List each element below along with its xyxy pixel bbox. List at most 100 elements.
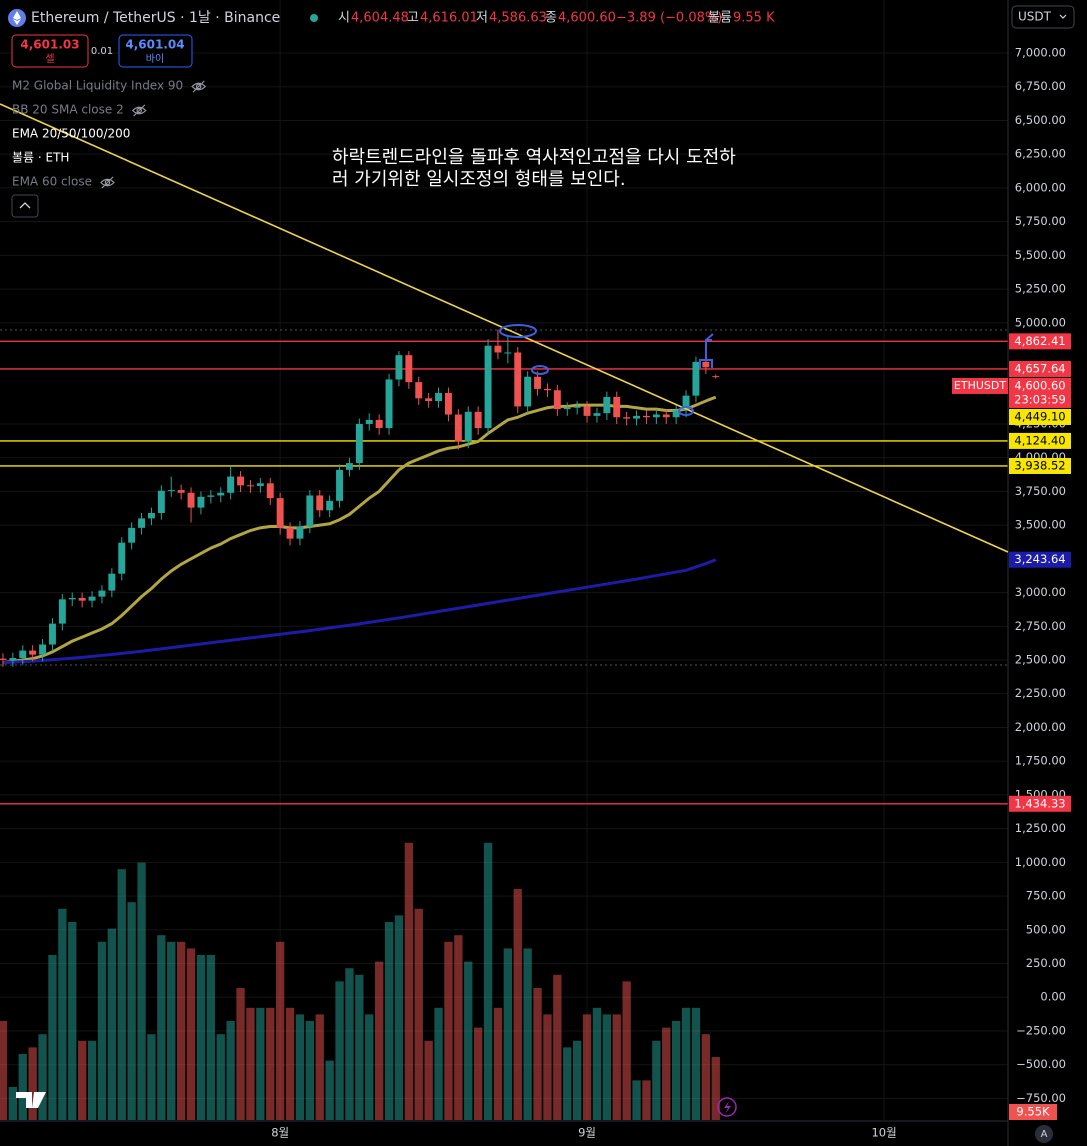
volume-bar: [691, 1007, 701, 1120]
candle-body: [78, 597, 86, 601]
buy-button[interactable]: [118, 34, 193, 68]
price-label-box: [1009, 408, 1071, 425]
candle-body: [702, 361, 710, 368]
candle-body: [187, 492, 195, 508]
y-tick-label: −250.00: [1016, 1023, 1066, 1037]
volume-label: 볼륨: [708, 11, 732, 26]
volume-bar: [444, 941, 453, 1120]
indicator-name[interactable]: M2 Global Liquidity Index 90: [12, 79, 183, 93]
dropdown-caret: [1059, 14, 1067, 19]
candle-body: [9, 657, 17, 661]
y-tick-label: 2,750.00: [1015, 619, 1066, 633]
price-label-box: [1009, 333, 1071, 350]
candle-body: [296, 526, 304, 539]
volume-bar: [483, 842, 493, 1120]
alert-button[interactable]: [717, 1097, 737, 1117]
indicator-name[interactable]: 볼륨 · ETH: [12, 151, 69, 165]
volume-bar: [196, 955, 206, 1120]
volume-bar: [186, 948, 196, 1120]
auto-scale-button[interactable]: [1035, 1125, 1053, 1143]
volume-bar: [533, 988, 542, 1120]
volume-bar: [652, 1040, 661, 1120]
candle-body: [464, 411, 472, 442]
ma-line: [2, 395, 717, 665]
candle-body: [355, 423, 363, 464]
candle-body: [534, 376, 542, 389]
volume-bar: [642, 1080, 651, 1120]
volume-bar: [236, 988, 245, 1120]
sell-price[interactable]: 4,601.03: [20, 38, 79, 52]
ohlc-value: 4,600.60: [558, 11, 616, 26]
volume-bar: [295, 1014, 305, 1120]
volume-bar: [0, 1021, 8, 1120]
candle-body: [227, 476, 235, 493]
volume-bar: [18, 1054, 27, 1120]
ma-line: [2, 558, 717, 665]
auto-scale-label[interactable]: A: [1041, 1129, 1048, 1140]
sell-label[interactable]: 셀: [45, 53, 54, 65]
candle-body: [0, 658, 7, 661]
currency-label[interactable]: USDT: [1018, 10, 1052, 24]
ohlc-label: 저: [476, 11, 488, 26]
candle-body: [147, 512, 155, 519]
indicator-name[interactable]: EMA 20/50/100/200: [12, 127, 130, 141]
candle-body: [662, 414, 670, 418]
candle-body: [652, 414, 660, 418]
volume-bar: [553, 974, 562, 1120]
symbol-title[interactable]: Ethereum / TetherUS · 1날 · Binance: [31, 10, 280, 26]
candle-body: [385, 379, 393, 429]
y-tick-label: 750.00: [1026, 889, 1066, 903]
candle-body: [167, 490, 175, 492]
collapse-button[interactable]: [11, 194, 39, 218]
price-label-box: [1009, 457, 1071, 474]
annotation-text: 하락트렌드라인을 돌파후 역사적인고점을 다시 도전하: [332, 147, 736, 168]
volume-bar: [622, 981, 631, 1120]
annotation-text: 러 가기위한 일시조정의 형태를 보인다.: [332, 169, 626, 190]
y-tick-label: 6,750.00: [1015, 79, 1066, 93]
price-label: 1,434.33: [1014, 796, 1065, 810]
symbol-tag: ETHUSDT: [954, 379, 1006, 392]
buy-label[interactable]: 바이: [146, 53, 164, 65]
sell-button[interactable]: [11, 34, 89, 68]
volume-bar: [454, 935, 463, 1120]
volume-bar: [176, 941, 186, 1120]
candle-body: [266, 483, 274, 499]
candle-body: [177, 490, 185, 493]
volume-bar: [681, 1007, 691, 1120]
volume-bar: [503, 948, 513, 1120]
candle-body: [712, 376, 720, 378]
currency-select[interactable]: [1011, 5, 1075, 29]
price-label-box: [1009, 432, 1071, 449]
candle-body: [613, 396, 621, 418]
price-label: 4,657.64: [1014, 361, 1065, 375]
symbol-icon-glyph: [13, 11, 21, 25]
candle-body: [48, 623, 56, 645]
ohlc-value: 4,616.01: [420, 11, 478, 26]
candle-body: [157, 490, 165, 513]
candle-body: [494, 345, 502, 353]
volume-bar: [592, 1007, 602, 1120]
volume-bar: [493, 1007, 503, 1120]
volume-bar: [157, 935, 166, 1120]
candle-body: [692, 361, 700, 396]
candle-body: [98, 590, 106, 597]
logo[interactable]: [16, 1092, 46, 1108]
volume-bar: [384, 922, 394, 1120]
volume-bar: [68, 922, 77, 1120]
y-tick-label: 7,000.00: [1015, 46, 1066, 60]
y-tick-label: 0.00: [1040, 990, 1066, 1004]
collapse-icon: [19, 202, 31, 209]
volume-bar: [305, 1021, 315, 1120]
price-label-box: [1009, 360, 1071, 377]
y-tick-label: 1,000.00: [1015, 855, 1066, 869]
indicator-name[interactable]: EMA 60 close: [12, 175, 92, 189]
candle-body: [405, 355, 413, 383]
price-label: 4,600.60: [1014, 378, 1065, 392]
candle-body: [276, 498, 284, 528]
volume-bar: [602, 1014, 612, 1120]
indicator-name[interactable]: BB 20 SMA close 2: [12, 103, 124, 117]
y-tick-label: 2,250.00: [1015, 686, 1066, 700]
buy-price[interactable]: 4,601.04: [125, 38, 184, 52]
volume-bar: [701, 1034, 711, 1120]
candle-body: [108, 573, 116, 591]
